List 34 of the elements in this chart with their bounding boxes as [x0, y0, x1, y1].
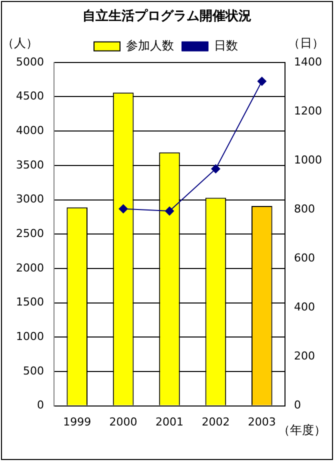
point: [118, 204, 128, 214]
y-tick-label: 1000: [16, 330, 44, 343]
y-tick-label: 500: [22, 364, 44, 378]
y2-tick-label: 1000: [294, 153, 322, 166]
x-tick-label: 2000: [109, 415, 138, 428]
x-tick-label: 2002: [202, 415, 230, 428]
legend-label: 日数: [214, 38, 238, 53]
y2-tick-label: 200: [294, 350, 316, 363]
legend-label: 参加人数: [126, 38, 174, 53]
y2-tick-label: 400: [294, 300, 316, 314]
y-tick-label: 0: [36, 398, 44, 412]
y-tick-label: 3000: [16, 192, 44, 206]
y-tick-label: 1500: [16, 296, 44, 309]
x-axis-title: （年度）: [278, 423, 326, 438]
x-tick-label: 1999: [63, 415, 92, 428]
x-tick-label: 2003: [248, 415, 276, 428]
y-tick-label: 3500: [16, 158, 44, 172]
y2-tick-label: 1400: [294, 55, 322, 68]
y2-tick-label: 0: [294, 398, 302, 412]
x-tick-label: 2001: [156, 415, 184, 428]
y2-tick-label: 800: [294, 202, 316, 216]
y-axis-title: （人）: [2, 36, 38, 50]
chart-title: 自立生活プログラム開催状況: [82, 8, 252, 24]
y2-axis-title: （日）: [288, 36, 324, 50]
y-tick-label: 5000: [16, 55, 44, 68]
point: [211, 164, 220, 174]
y-tick-label: 4500: [16, 90, 44, 103]
y-tick-label: 2500: [16, 226, 44, 240]
y-tick-label: 4000: [16, 124, 44, 137]
point: [165, 206, 174, 216]
y2-tick-label: 600: [294, 251, 316, 264]
point: [257, 76, 266, 86]
y-tick-label: 2000: [16, 261, 44, 274]
y2-tick-label: 1200: [294, 104, 322, 118]
